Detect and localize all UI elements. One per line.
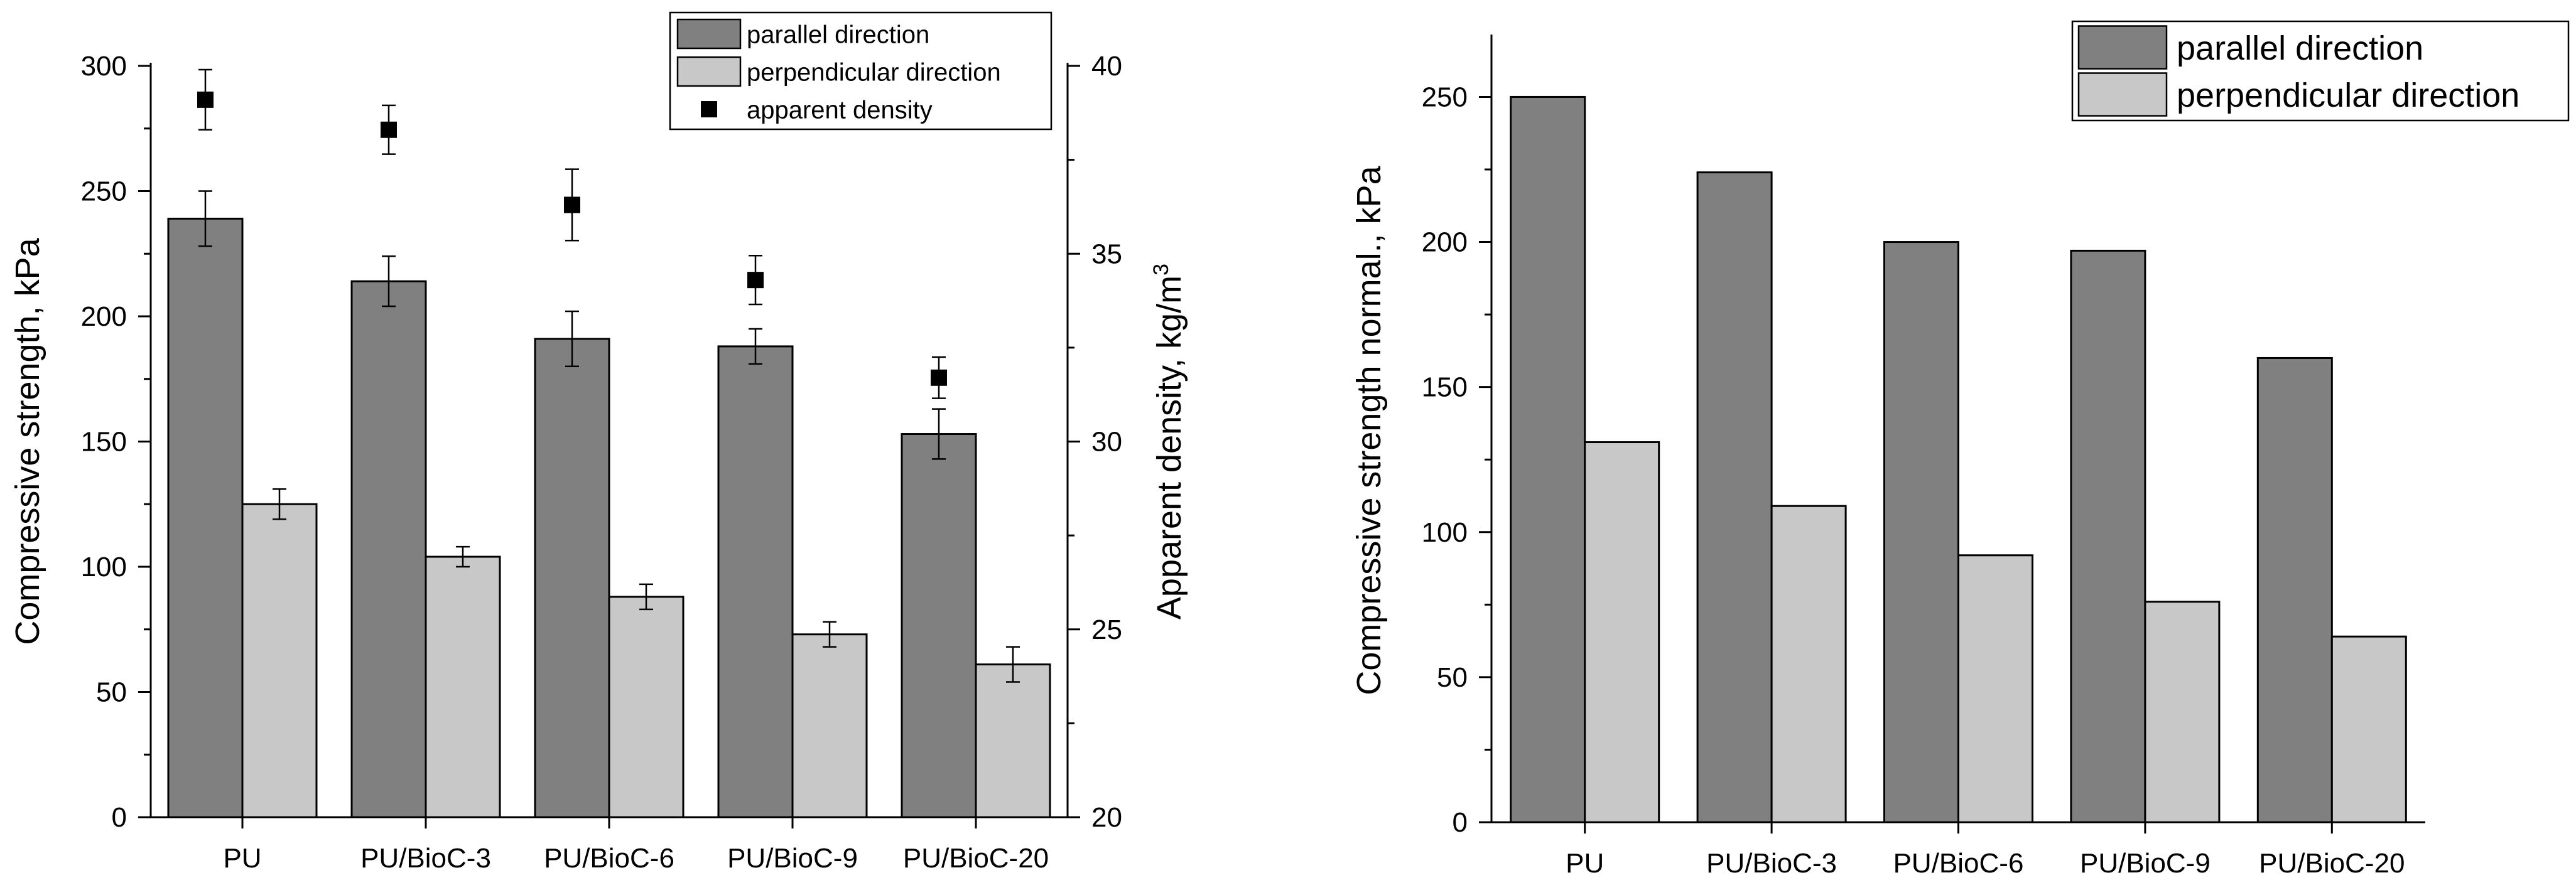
chart-right: 0 50 100 150 200 250 PU PU/BioC-3 PU/BioC-6 PU/Bi… xyxy=(1350,20,2570,879)
legend: parallel direction perpendicular directio… xyxy=(669,11,1053,131)
y-tick-label: 100 xyxy=(81,552,127,582)
x-tick-label: PU/BioC-6 xyxy=(1893,848,2024,879)
legend-label: parallel direction xyxy=(747,21,929,48)
y2-axis-title-superscript: 3 xyxy=(1149,264,1173,276)
bar-parallel xyxy=(534,338,610,818)
x-tick-label: PU/BioC-9 xyxy=(2080,848,2211,879)
y-axis-title: Compressive strength normal., kPa xyxy=(1350,165,1388,695)
y2-tick-label: 30 xyxy=(1091,427,1122,458)
bar-perpendicular xyxy=(1584,441,1660,823)
y-tick-label: 250 xyxy=(81,176,127,207)
bar-perpendicular xyxy=(1770,505,1847,823)
density-point xyxy=(197,91,214,108)
bar-parallel xyxy=(1883,241,1959,823)
legend-label: perpendicular direction xyxy=(747,58,1001,86)
density-point xyxy=(564,196,580,213)
legend-swatch xyxy=(2077,72,2168,117)
x-tick-label: PU/BioC-3 xyxy=(360,843,491,874)
bar-parallel xyxy=(2070,249,2146,823)
y-axis-title: Compressive strength, kPa xyxy=(9,237,46,645)
bar-perpendicular xyxy=(241,503,318,818)
y-tick-label: 150 xyxy=(81,427,127,458)
y-tick-label: 0 xyxy=(112,802,127,833)
x-tick-label: PU xyxy=(1566,848,1604,879)
bar-parallel xyxy=(167,217,244,818)
y2-tick-label: 35 xyxy=(1091,239,1122,269)
y-tick-label: 0 xyxy=(1453,807,1468,838)
x-tick-label: PU/BioC-3 xyxy=(1706,848,1837,879)
density-point xyxy=(747,272,764,289)
y-tick-label: 200 xyxy=(81,301,127,332)
y-tick-label: 200 xyxy=(1422,227,1468,258)
bar-parallel xyxy=(1510,95,1586,823)
bar-parallel xyxy=(717,345,794,818)
y2-tick-label: 20 xyxy=(1091,802,1122,833)
y2-tick-label: 25 xyxy=(1091,614,1122,645)
bar-perpendicular xyxy=(2330,635,2407,823)
legend-swatch xyxy=(2077,25,2168,70)
density-point xyxy=(381,121,397,138)
y2-tick-label: 40 xyxy=(1091,51,1122,82)
bar-parallel xyxy=(901,433,977,818)
y2-axis-title-text: Apparent density, kg/m xyxy=(1150,276,1188,619)
x-tick-label: PU xyxy=(223,843,261,874)
bar-parallel xyxy=(1696,171,1773,823)
legend-label: apparent density xyxy=(747,96,933,124)
bar-parallel xyxy=(2256,357,2333,823)
bar-perpendicular xyxy=(608,596,685,818)
y-tick-label: 50 xyxy=(1437,662,1468,693)
x-tick-label: PU/BioC-20 xyxy=(903,843,1049,874)
y-tick-label: 250 xyxy=(1422,82,1468,112)
bar-perpendicular xyxy=(425,555,501,818)
x-tick-label: PU/BioC-20 xyxy=(2259,848,2405,879)
y-tick-label: 50 xyxy=(96,677,127,708)
x-tick-label: PU/BioC-9 xyxy=(727,843,858,874)
bar-perpendicular xyxy=(975,663,1051,818)
legend-marker xyxy=(701,101,717,117)
chart-left: 0 50 100 150 200 250 300 PU PU/BioC-3 PU/BioC-6 PU… xyxy=(9,11,1188,874)
y-tick-label: 100 xyxy=(1422,517,1468,548)
y-tick-label: 150 xyxy=(1422,372,1468,403)
legend: parallel direction perpendicular directio… xyxy=(2071,20,2570,122)
legend-swatch xyxy=(676,18,742,50)
y-tick-label: 300 xyxy=(81,51,127,82)
bar-perpendicular xyxy=(791,633,868,818)
bar-perpendicular xyxy=(2144,601,2221,823)
x-tick-label: PU/BioC-6 xyxy=(544,843,674,874)
bar-perpendicular xyxy=(1957,554,2033,823)
y2-axis-title: Apparent density, kg/m3 xyxy=(1149,264,1188,619)
bar-parallel xyxy=(350,280,427,818)
density-point xyxy=(931,369,947,386)
legend-swatch xyxy=(676,56,742,87)
legend-label: parallel direction xyxy=(2177,29,2423,67)
legend-label: perpendicular direction xyxy=(2177,77,2519,114)
